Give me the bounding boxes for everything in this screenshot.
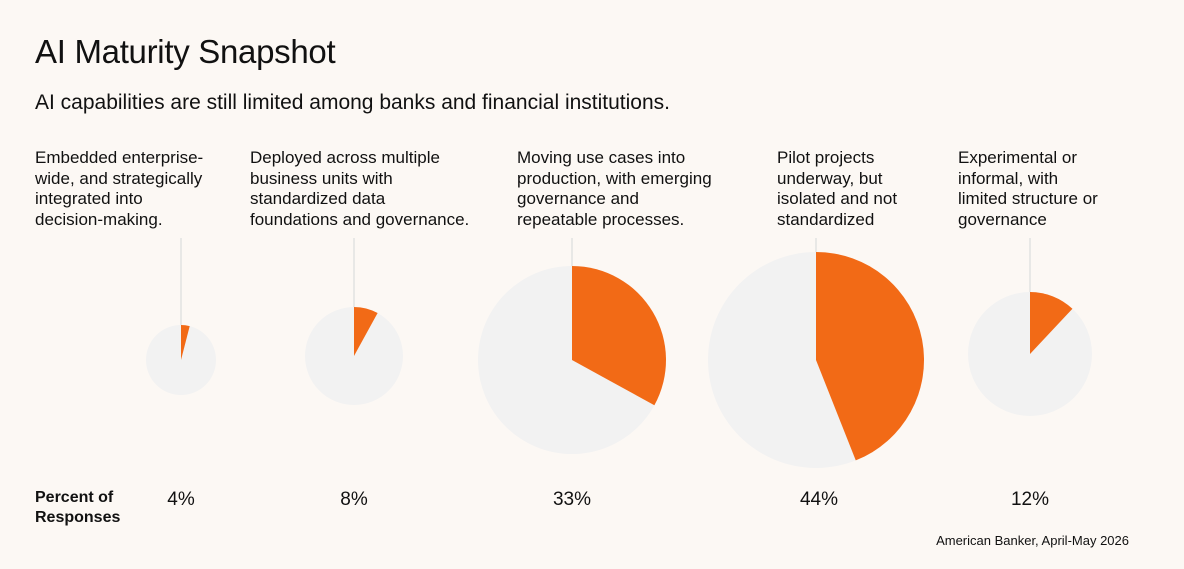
pie-slice-pilot: [816, 252, 925, 461]
chart-title: AI Maturity Snapshot: [35, 33, 336, 70]
value-label-experimental: 12%: [1010, 489, 1050, 510]
category-label-experimental: Experimental or informal, with limited s…: [958, 148, 1098, 229]
value-label-production: 33%: [552, 489, 592, 510]
chart-subtitle: AI capabilities are still limited among …: [35, 91, 670, 114]
category-label-pilot: Pilot projects underway, but isolated an…: [777, 148, 898, 229]
pie-slice-deployed: [354, 307, 378, 356]
category-label-production: Moving use cases into production, with e…: [517, 148, 712, 229]
source-credit: American Banker, April-May 2026: [936, 533, 1129, 548]
pie-slice-production: [572, 266, 666, 406]
value-label-pilot: 44%: [799, 489, 839, 510]
y-axis-label: Percent of Responses: [35, 489, 121, 526]
category-label-embedded: Embedded enterprise- wide, and strategic…: [35, 148, 204, 229]
pie-slice-experimental: [1030, 292, 1073, 354]
value-label-deployed: 8%: [340, 489, 368, 510]
value-label-embedded: 4%: [167, 489, 195, 510]
pie-slice-embedded: [181, 325, 190, 360]
category-label-deployed: Deployed across multiple business units …: [250, 148, 470, 229]
